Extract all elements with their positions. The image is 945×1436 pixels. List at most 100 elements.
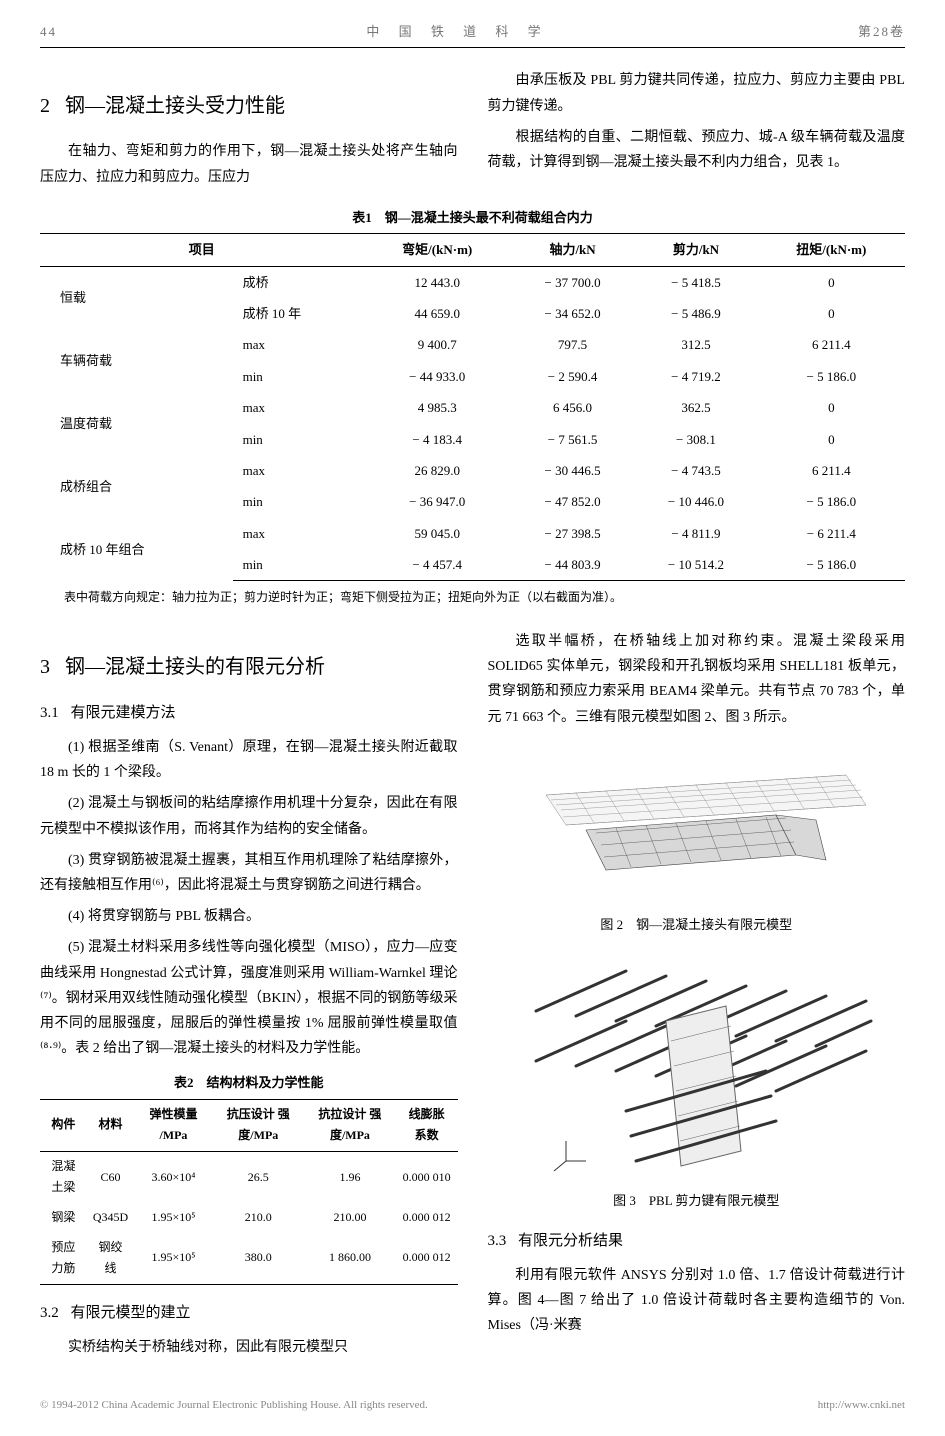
t1-cell: 26 829.0 — [364, 455, 511, 486]
p31-2: (2) 混凝土与钢板间的粘结摩擦作用机理十分复杂，因此在有限元模型中不模拟该作用… — [40, 791, 458, 841]
t1-cell: − 30 446.5 — [511, 455, 634, 486]
journal-name: 中 国 铁 道 科 学 — [366, 20, 548, 43]
t1-group: 恒载 — [40, 266, 233, 329]
sub31-title: 有限元建模方法 — [71, 705, 176, 721]
t2-cell: 0.000 012 — [396, 1233, 458, 1285]
t1-cell: 6 211.4 — [758, 455, 905, 486]
t1-h2: 弯矩/(kN·m) — [364, 234, 511, 266]
t1-group: 成桥组合 — [40, 455, 233, 518]
t1-sub: 成桥 — [233, 266, 364, 298]
t1-cell: − 36 947.0 — [364, 486, 511, 517]
t2-h3: 抗压设计 强度/MPa — [212, 1099, 304, 1151]
t1-cell: − 5 486.9 — [634, 298, 757, 329]
t1-cell: − 6 211.4 — [758, 518, 905, 549]
t1-sub: max — [233, 392, 364, 423]
t2-cell: 钢梁 — [40, 1203, 87, 1233]
t2-cell: 380.0 — [212, 1233, 304, 1285]
t1-cell: 4 985.3 — [364, 392, 511, 423]
t2-cell: 0.000 012 — [396, 1203, 458, 1233]
t2-cell: 1.96 — [304, 1151, 396, 1203]
t1-cell: 797.5 — [511, 329, 634, 360]
t1-sub: max — [233, 329, 364, 360]
t2-h4: 抗拉设计 强度/MPa — [304, 1099, 396, 1151]
sec3-title: 钢—混凝土接头的有限元分析 — [65, 656, 325, 678]
t1-cell: 9 400.7 — [364, 329, 511, 360]
t1-cell: 6 456.0 — [511, 392, 634, 423]
t1-h4: 剪力/kN — [634, 234, 757, 266]
fig2-caption: 图 2 钢—混凝土接头有限元模型 — [488, 913, 906, 936]
t1-cell: − 4 719.2 — [634, 361, 757, 392]
t1-cell: − 44 933.0 — [364, 361, 511, 392]
t1-cell: − 34 652.0 — [511, 298, 634, 329]
t1-cell: 0 — [758, 298, 905, 329]
t1-cell: − 7 561.5 — [511, 424, 634, 455]
t2-h0: 构件 — [40, 1099, 87, 1151]
p31-4: (4) 将贯穿钢筋与 PBL 板耦合。 — [40, 904, 458, 929]
sub31-heading: 3.1 有限元建模方法 — [40, 700, 458, 727]
figure-2: 图 2 钢—混凝土接头有限元模型 — [488, 745, 906, 936]
t1-cell: − 4 457.4 — [364, 549, 511, 581]
sub32-num: 3.2 — [40, 1305, 59, 1321]
t1-cell: 312.5 — [634, 329, 757, 360]
footer-right: http://www.cnki.net — [818, 1396, 905, 1416]
p31-1: (1) 根据圣维南（S. Venant）原理，在钢—混凝土接头附近截取 18 m… — [40, 735, 458, 785]
t1-cell: − 37 700.0 — [511, 266, 634, 298]
t1-cell: − 10 514.2 — [634, 549, 757, 581]
t2-cell: 26.5 — [212, 1151, 304, 1203]
volume: 第28卷 — [858, 20, 905, 43]
table1-note: 表中荷载方向规定：轴力拉为正；剪力逆时针为正；弯矩下侧受拉为正；扭矩向外为正（以… — [40, 587, 905, 609]
sec2-p1-right-b: 根据结构的自重、二期恒载、预应力、城-A 级车辆荷载及温度荷载，计算得到钢—混凝… — [488, 125, 906, 175]
sec2-heading: 2 钢—混凝土接头受力性能 — [40, 88, 458, 124]
fig3-svg — [516, 951, 876, 1181]
t1-cell: − 10 446.0 — [634, 486, 757, 517]
t2-cell: 1 860.00 — [304, 1233, 396, 1285]
sec3-heading: 3 钢—混凝土接头的有限元分析 — [40, 649, 458, 685]
page-number: 44 — [40, 20, 57, 43]
t1-sub: max — [233, 518, 364, 549]
t2-cell: Q345D — [87, 1203, 135, 1233]
t2-h2: 弹性模量 /MPa — [134, 1099, 212, 1151]
t1-cell: − 2 590.4 — [511, 361, 634, 392]
t2-cell: 0.000 010 — [396, 1151, 458, 1203]
sec2-p1-left: 在轴力、弯矩和剪力的作用下，钢—混凝土接头处将产生轴向压应力、拉应力和剪应力。压… — [40, 139, 458, 189]
figure-3: 图 3 PBL 剪力键有限元模型 — [488, 951, 906, 1212]
t2-cell: 1.95×10⁵ — [134, 1233, 212, 1285]
t2-cell: 钢绞线 — [87, 1233, 135, 1285]
t2-cell: C60 — [87, 1151, 135, 1203]
t1-cell: 12 443.0 — [364, 266, 511, 298]
sub31-num: 3.1 — [40, 705, 59, 721]
fig2-svg — [516, 745, 876, 905]
t1-group: 车辆荷载 — [40, 329, 233, 392]
t1-h3: 轴力/kN — [511, 234, 634, 266]
t1-cell: − 44 803.9 — [511, 549, 634, 581]
t1-group: 温度荷载 — [40, 392, 233, 455]
t1-cell: − 4 183.4 — [364, 424, 511, 455]
t1-sub: min — [233, 361, 364, 392]
t1-cell: 59 045.0 — [364, 518, 511, 549]
t1-group: 成桥 10 年组合 — [40, 518, 233, 581]
t1-cell: 0 — [758, 392, 905, 423]
t1-cell: − 5 186.0 — [758, 486, 905, 517]
t2-h1: 材料 — [87, 1099, 135, 1151]
table2: 构件 材料 弹性模量 /MPa 抗压设计 强度/MPa 抗拉设计 强度/MPa … — [40, 1099, 458, 1285]
footer-left: © 1994-2012 China Academic Journal Elect… — [40, 1396, 428, 1416]
footer: © 1994-2012 China Academic Journal Elect… — [40, 1396, 905, 1416]
t1-cell: 362.5 — [634, 392, 757, 423]
t2-cell: 3.60×10⁴ — [134, 1151, 212, 1203]
t2-h5: 线膨胀 系数 — [396, 1099, 458, 1151]
t1-cell: − 5 186.0 — [758, 549, 905, 581]
t1-cell: 6 211.4 — [758, 329, 905, 360]
table2-caption: 表2 结构材料及力学性能 — [40, 1071, 458, 1094]
t2-cell: 混凝土梁 — [40, 1151, 87, 1203]
p32-1: 实桥结构关于桥轴线对称，因此有限元模型只 — [40, 1335, 458, 1360]
t1-sub: min — [233, 486, 364, 517]
t1-sub: min — [233, 424, 364, 455]
t1-cell: − 4 811.9 — [634, 518, 757, 549]
t2-cell: 预应力筋 — [40, 1233, 87, 1285]
sec3-num: 3 — [40, 656, 50, 678]
t2-cell: 210.0 — [212, 1203, 304, 1233]
p31-5: (5) 混凝土材料采用多线性等向强化模型（MISO），应力—应变曲线采用 Hon… — [40, 935, 458, 1061]
sec2-title: 钢—混凝土接头受力性能 — [65, 95, 285, 117]
t1-cell: − 5 186.0 — [758, 361, 905, 392]
page-header: 44 中 国 铁 道 科 学 第28卷 — [40, 20, 905, 48]
